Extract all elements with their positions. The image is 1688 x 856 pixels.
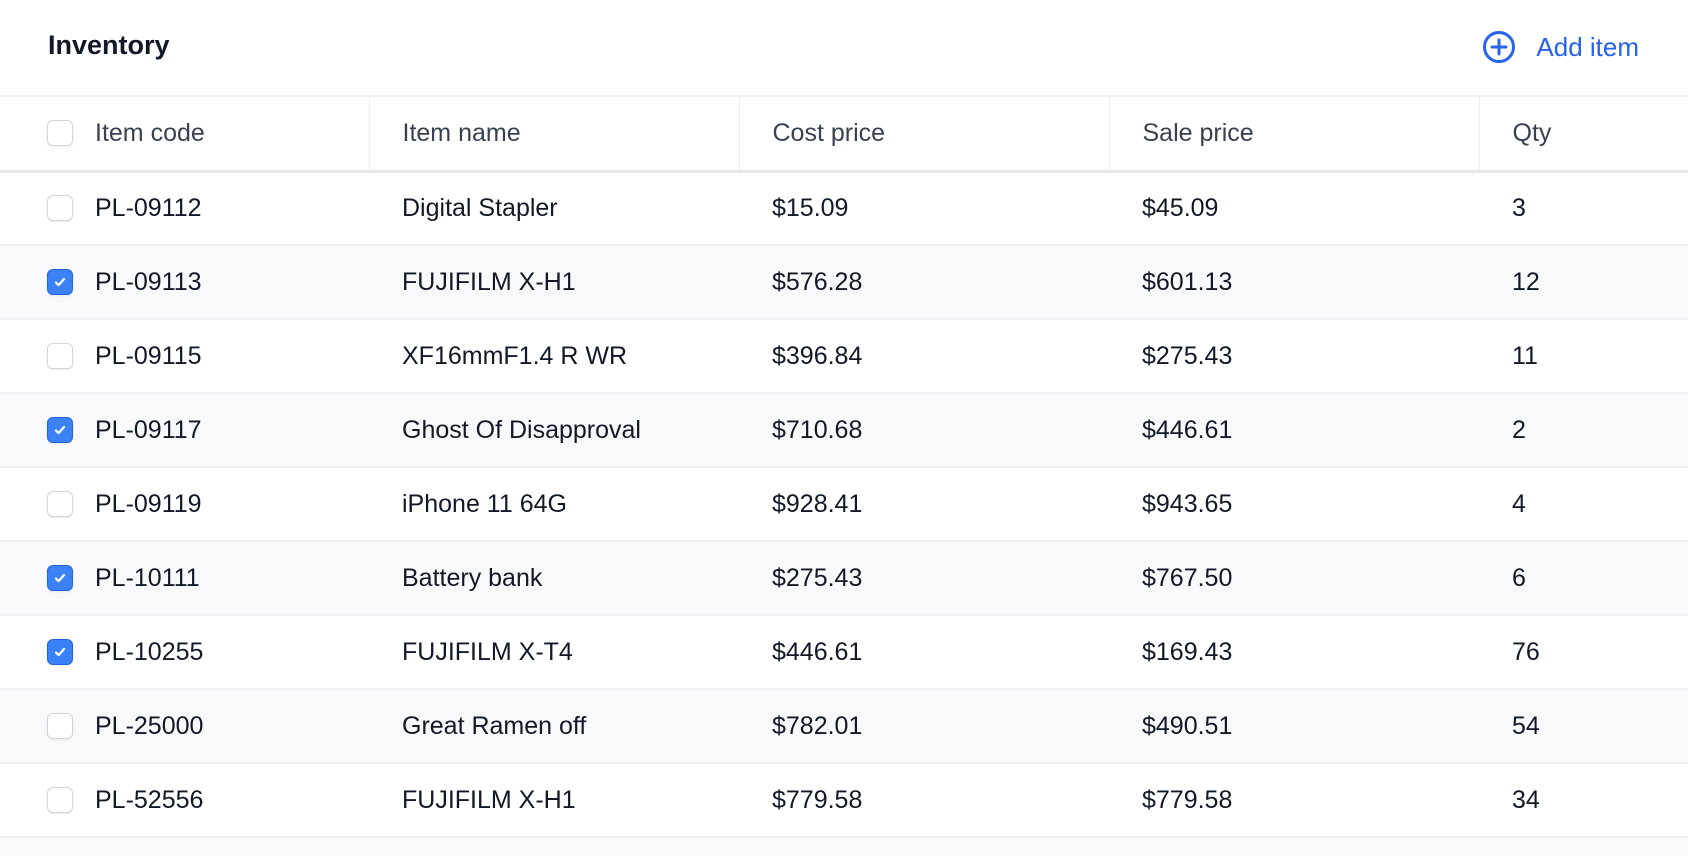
column-header-cost-price[interactable]: Cost price [739,97,1110,173]
row-checkbox[interactable] [47,639,73,665]
inventory-table: Item code Item name Cost price Sale pric… [0,97,1688,838]
cell-item-name: Ghost Of Disapproval [369,393,739,468]
cell-sale-price: $779.58 [1109,763,1479,838]
cell-item-name: Digital Stapler [369,171,739,246]
column-header-qty[interactable]: Qty [1479,97,1688,173]
check-icon [54,425,66,435]
row-checkbox[interactable] [47,195,73,222]
column-header-sale-price[interactable]: Sale price [1109,97,1480,173]
cell-qty: 11 [1479,319,1688,394]
row-checkbox[interactable] [47,491,73,517]
row-checkbox[interactable] [47,713,73,739]
cell-cost-price: $782.01 [739,689,1109,764]
cell-sale-price: $767.50 [1109,541,1479,616]
table-row[interactable]: PL-10111 Battery bank $275.43 $767.50 6 [0,541,1688,616]
row-checkbox[interactable] [47,269,73,295]
cell-cost-price: $928.41 [739,467,1109,542]
page-title: Inventory [48,30,170,60]
cell-item-code: PL-09112 [0,171,369,246]
cell-sale-price: $943.65 [1109,467,1479,542]
cell-qty: 4 [1479,467,1688,542]
table-row[interactable]: PL-09119 iPhone 11 64G $928.41 $943.65 4 [0,467,1688,542]
cell-sale-price: $601.13 [1109,245,1479,320]
cell-item-name: Battery bank [369,541,739,616]
cell-item-name: XF16mmF1.4 R WR [369,319,739,394]
cell-qty: 12 [1479,245,1688,320]
table-row[interactable]: PL-10255 FUJIFILM X-T4 $446.61 $169.43 7… [0,615,1688,690]
cell-cost-price: $779.58 [739,763,1109,838]
table-row[interactable]: PL-52556 FUJIFILM X-H1 $779.58 $779.58 3… [0,763,1688,838]
cell-cost-price: $446.61 [739,615,1109,690]
table-row[interactable]: PL-09117 Ghost Of Disapproval $710.68 $4… [0,393,1688,468]
cell-qty: 54 [1479,689,1688,764]
cell-item-code: PL-52556 [0,763,369,838]
cell-qty: 34 [1479,763,1688,838]
table-filler-row [0,838,1688,856]
cell-cost-price: $710.68 [739,393,1109,468]
row-checkbox[interactable] [47,565,73,591]
row-checkbox[interactable] [47,417,73,443]
check-icon [54,573,66,583]
cell-qty: 2 [1479,393,1688,468]
plus-circle-icon [1483,31,1516,63]
page-header: Inventory Add item [0,0,1688,97]
cell-sale-price: $45.09 [1109,171,1479,246]
cell-qty: 76 [1479,615,1688,690]
row-checkbox[interactable] [47,787,73,813]
cell-item-code: PL-09117 [0,393,369,468]
cell-item-code: PL-09115 [0,319,369,394]
table-row[interactable]: PL-25000 Great Ramen off $782.01 $490.51… [0,689,1688,764]
cell-item-code: PL-09113 [0,245,369,320]
select-all-checkbox[interactable] [47,120,73,147]
cell-item-name: FUJIFILM X-H1 [369,245,739,320]
table-row[interactable]: PL-09115 XF16mmF1.4 R WR $396.84 $275.43… [0,319,1688,394]
cell-item-code: PL-10255 [0,615,369,690]
cell-item-code: PL-25000 [0,689,369,764]
cell-item-name: FUJIFILM X-T4 [369,615,739,690]
column-header-item-name[interactable]: Item name [369,97,740,173]
cell-cost-price: $275.43 [739,541,1109,616]
column-header-item-code[interactable]: Item code [0,97,370,173]
cell-sale-price: $446.61 [1109,393,1479,468]
check-icon [54,277,66,287]
cell-item-code: PL-10111 [0,541,369,616]
cell-qty: 3 [1479,171,1688,246]
row-checkbox[interactable] [47,343,73,369]
cell-item-code: PL-09119 [0,467,369,542]
cell-cost-price: $15.09 [739,171,1109,246]
cell-cost-price: $396.84 [739,319,1109,394]
cell-cost-price: $576.28 [739,245,1109,320]
add-item-label: Add item [1536,31,1639,62]
table-row[interactable]: PL-09112 Digital Stapler $15.09 $45.09 3 [0,171,1688,246]
cell-item-name: FUJIFILM X-H1 [369,763,739,838]
cell-item-name: Great Ramen off [369,689,739,764]
cell-sale-price: $275.43 [1109,319,1479,394]
cell-item-name: iPhone 11 64G [369,467,739,542]
check-icon [54,647,66,657]
add-item-button[interactable]: Add item [1482,30,1639,64]
table-header-row: Item code Item name Cost price Sale pric… [0,97,1688,173]
cell-sale-price: $169.43 [1109,615,1479,690]
cell-sale-price: $490.51 [1109,689,1479,764]
table-row[interactable]: PL-09113 FUJIFILM X-H1 $576.28 $601.13 1… [0,245,1688,320]
cell-qty: 6 [1479,541,1688,616]
